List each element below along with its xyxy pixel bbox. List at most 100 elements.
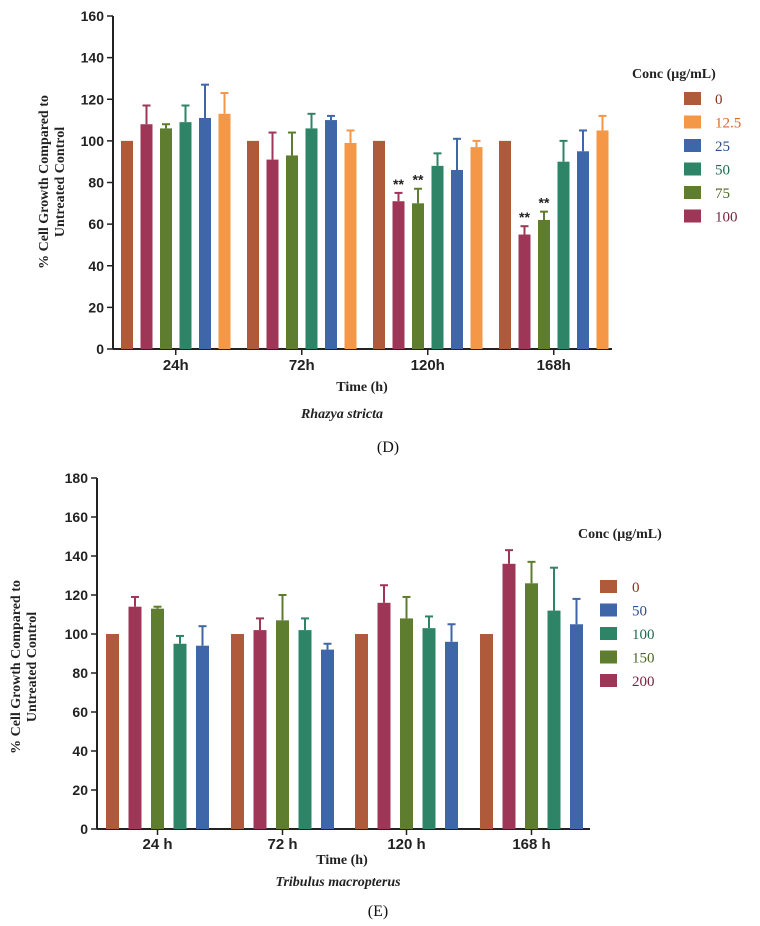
chart-e-bar <box>480 634 493 829</box>
chart-e-y-tick-label: 160 <box>65 509 89 525</box>
chart-e-y-tick-label: 0 <box>80 821 88 837</box>
chart-e-y-tick-label: 40 <box>72 743 88 759</box>
chart-e-y-tick-label: 20 <box>72 782 88 798</box>
chart-e-bar <box>151 608 164 829</box>
chart-e-bar <box>502 563 516 829</box>
chart-e-legend-swatch <box>600 674 617 687</box>
chart-e-legend-label: 100 <box>632 627 655 643</box>
chart-d-legend-title: Conc (μg/mL) <box>632 67 716 82</box>
chart-e-y-tick-label: 120 <box>65 587 89 603</box>
chart-d-bar <box>218 113 231 349</box>
chart-e-x-tick-label: 168 h <box>512 836 550 853</box>
chart-d-bar <box>392 201 405 349</box>
chart-e-y-tick-label: 80 <box>72 665 88 681</box>
chart-e-bar <box>547 610 561 829</box>
chart-e-x-tick-label: 24 h <box>142 836 172 853</box>
chart-e-y-tick-label: 140 <box>65 548 89 564</box>
chart-d-bar <box>499 140 511 349</box>
chart-e-x-axis-label: Time (h) <box>316 853 368 868</box>
chart-d-x-tick-label: 120h <box>411 357 445 374</box>
chart-e-legend-label: 200 <box>632 674 655 690</box>
chart-d-bar <box>596 130 609 349</box>
chart-d-x-tick-label: 72h <box>289 357 315 374</box>
chart-e-legend-swatch <box>600 627 617 640</box>
chart-e-legend-swatch <box>600 580 617 593</box>
chart-d-y-tick-label: 100 <box>81 133 105 149</box>
chart-e-bar <box>106 634 119 829</box>
chart-e-legend-label: 150 <box>632 651 655 667</box>
chart-d-bar <box>373 140 385 349</box>
chart-d-legend-swatch <box>684 115 701 129</box>
chart-e-bar <box>196 645 209 829</box>
chart-d-significance-marker: ** <box>393 176 404 192</box>
chart-d-legend-swatch <box>684 162 701 176</box>
chart-e-legend-swatch <box>600 650 617 664</box>
chart-e-bar <box>422 628 436 829</box>
chart-d-y-tick-label: 80 <box>88 175 104 191</box>
chart-e-bar <box>400 618 413 829</box>
chart-e-y-tick-label: 100 <box>65 626 89 642</box>
chart-e-bar <box>377 602 391 829</box>
chart-e-bar <box>173 643 187 829</box>
chart-e-legend-label: 50 <box>632 604 647 620</box>
chart-d-y-tick-label: 140 <box>81 50 105 66</box>
chart-d-legend-swatch <box>684 92 701 105</box>
chart-e-legend-swatch <box>600 603 617 617</box>
chart-e-bar <box>321 649 334 829</box>
chart-d-legend-label: 12.5 <box>715 116 741 132</box>
chart-d-bar <box>199 117 211 349</box>
chart-d-bar <box>325 120 337 349</box>
chart-d-bar <box>305 128 318 349</box>
chart-d-legend-label: 25 <box>715 139 730 155</box>
chart-e-legend-title: Conc (μg/mL) <box>578 527 662 542</box>
chart-e-bar <box>253 630 267 829</box>
chart-e: % Cell Growth Compared to Untreated Cont… <box>9 470 662 920</box>
chart-d-bar <box>266 159 279 349</box>
chart-d-y-tick-label: 120 <box>81 91 105 107</box>
chart-e-bar <box>525 583 538 829</box>
chart-e-bar <box>276 620 289 829</box>
chart-d-bar <box>412 203 424 349</box>
chart-d-bar <box>247 140 259 349</box>
chart-d-bar <box>470 147 483 349</box>
chart-d-bar <box>140 124 153 349</box>
chart-d-bar <box>286 155 298 349</box>
chart-d-y-tick-label: 40 <box>88 258 104 274</box>
chart-e-y-tick-label: 60 <box>72 704 88 720</box>
chart-e-x-tick-label: 72 h <box>267 836 297 853</box>
chart-d-legend-swatch <box>684 139 701 152</box>
chart-d-significance-marker: ** <box>519 209 530 225</box>
chart-d-bar <box>557 161 570 349</box>
chart-e-bar <box>355 634 368 829</box>
chart-d-y-tick-label: 20 <box>88 299 104 315</box>
chart-e-y-axis-label-line2: Untreated Control <box>25 612 40 722</box>
chart-d-y-tick-label: 60 <box>88 216 104 232</box>
chart-e-y-axis-label-line1: % Cell Growth Compared to <box>9 580 24 754</box>
chart-d-legend-label: 75 <box>715 186 730 202</box>
chart-e-bar <box>231 634 244 829</box>
chart-d-legend-label: 50 <box>715 163 730 179</box>
chart-d-y-axis-label-line1: % Cell Growth Compared to <box>37 95 52 269</box>
chart-d-legend-swatch <box>684 186 701 199</box>
chart-d-legend-swatch <box>684 209 701 223</box>
chart-e-legend-label: 0 <box>632 580 640 596</box>
chart-e-bar <box>570 624 583 829</box>
chart-d-legend-label: 100 <box>715 210 738 226</box>
chart-e-bar <box>298 630 312 829</box>
chart-d-bar <box>121 140 133 349</box>
chart-d-significance-marker: ** <box>539 195 550 211</box>
chart-d-y-axis-label-line2: Untreated Control <box>53 127 68 237</box>
chart-e-y-tick-label: 180 <box>65 470 89 486</box>
chart-d-significance-marker: ** <box>413 172 424 188</box>
chart-d-panel-label: (D) <box>377 439 399 456</box>
chart-d-species: Rhazya stricta <box>300 407 383 422</box>
chart-d-bar <box>518 234 531 349</box>
chart-d-bar <box>577 151 589 349</box>
chart-e-x-tick-label: 120 h <box>387 836 425 853</box>
chart-e-panel-label: (E) <box>368 903 388 920</box>
chart-d: % Cell Growth Compared to Untreated Cont… <box>37 8 741 456</box>
chart-d-bar <box>179 122 192 349</box>
chart-e-species: Tribulus macropterus <box>275 875 401 890</box>
chart-d-x-tick-label: 24h <box>163 357 189 374</box>
